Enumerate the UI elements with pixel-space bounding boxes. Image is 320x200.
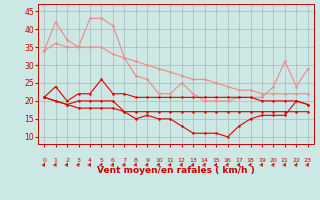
X-axis label: Vent moyen/en rafales ( km/h ): Vent moyen/en rafales ( km/h ) [97, 166, 255, 175]
